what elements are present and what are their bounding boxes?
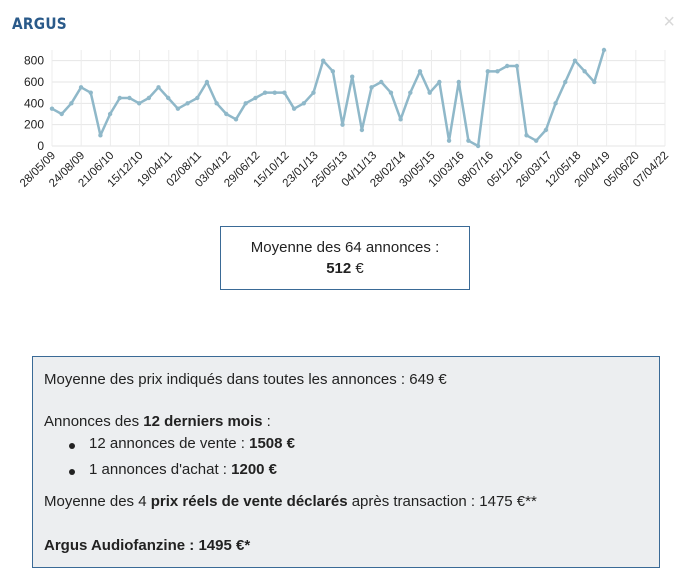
data-point [553,101,558,106]
data-point [427,90,432,95]
data-point [514,63,520,69]
real-sale-prices-line: Moyenne des 4 prix réels de vente déclar… [44,493,537,510]
y-tick-label: 800 [24,54,44,68]
data-point [107,111,113,117]
data-point [243,101,248,106]
data-point [601,47,607,53]
data-point [214,101,219,106]
average-all-listings: Moyenne des prix indiqués dans toutes le… [44,371,447,388]
data-point [224,111,229,117]
data-point [146,95,152,101]
sales-value: 1508 € [249,435,296,452]
argus-value: Argus Audiofanzine : 1495 €* [44,537,251,554]
data-point [563,79,568,85]
sales-label: 12 annonces de vente : [89,435,250,452]
data-point [466,138,471,143]
data-point [98,133,103,138]
data-point [136,101,142,106]
last-12-months-list: 12 annonces de vente : 1508 € 1 annonces… [69,435,295,487]
real-suffix: après transaction : 1475 €** [347,493,537,510]
data-point [291,106,297,111]
data-point [175,106,181,111]
data-point [388,90,394,95]
real-bold: prix réels de vente déclarés [150,493,348,510]
data-point [350,74,355,79]
price-statistics-panel: Moyenne des prix indiqués dans toutes le… [32,356,660,568]
data-point [282,90,287,95]
data-point [379,79,384,85]
data-point [185,101,190,106]
data-point [408,90,413,95]
data-point [320,58,326,63]
price-history-chart: 020040060080028/05/0924/08/0921/06/1015/… [18,47,671,190]
data-point [262,90,268,95]
data-point [592,79,597,85]
data-point [166,95,171,101]
list-item-sales: 12 annonces de vente : 1508 € [69,435,295,461]
real-prefix: Moyenne des 4 [44,493,151,510]
data-point [446,138,452,143]
last12-prefix: Annonces des [44,413,144,430]
data-point [78,85,84,90]
y-tick-label: 600 [24,75,44,89]
data-point [417,69,423,74]
last12-suffix: : [262,413,271,430]
data-point [253,95,258,101]
data-point [117,95,122,101]
close-icon[interactable]: × [663,11,675,33]
average-summary-box: Moyenne des 64 annonces : 512 € [220,226,470,290]
page-title: ARGUS [12,14,67,33]
data-point [369,85,374,90]
purchases-value: 1200 € [231,461,278,478]
last-12-months-heading: Annonces des 12 derniers mois : [44,413,271,430]
data-point [301,101,306,106]
y-tick-label: 400 [24,96,44,110]
data-point [495,69,500,74]
data-point [456,79,461,85]
data-point [485,69,490,74]
average-value-line: 512 € [221,260,469,277]
average-count-label: Moyenne des 64 annonces : [250,239,440,256]
purchases-label: 1 annonces d'achat : [89,461,232,478]
last12-bold: 12 derniers mois [143,413,263,430]
data-point [340,122,345,127]
data-point [69,101,74,106]
data-point [359,127,365,133]
data-point [543,127,549,133]
data-point [330,69,336,74]
data-point [398,117,403,122]
list-item-purchases: 1 annonces d'achat : 1200 € [69,461,295,487]
data-point [49,106,55,111]
average-unit: € [351,260,364,277]
data-point [524,133,529,138]
data-point [572,58,578,63]
average-value: 512 [326,260,352,277]
data-point [504,63,510,69]
data-point [272,90,277,95]
series-line [51,49,606,148]
y-tick-label: 0 [37,139,44,153]
data-point [127,95,132,101]
data-point [88,90,93,95]
data-point [156,85,161,90]
data-point [233,117,239,122]
data-point [582,69,587,74]
y-tick-label: 200 [24,118,44,132]
data-point [204,79,210,85]
data-point [59,111,64,117]
data-point [437,79,442,85]
data-point [195,95,200,101]
data-point [475,143,481,149]
data-point [311,90,316,95]
data-point [534,138,539,143]
